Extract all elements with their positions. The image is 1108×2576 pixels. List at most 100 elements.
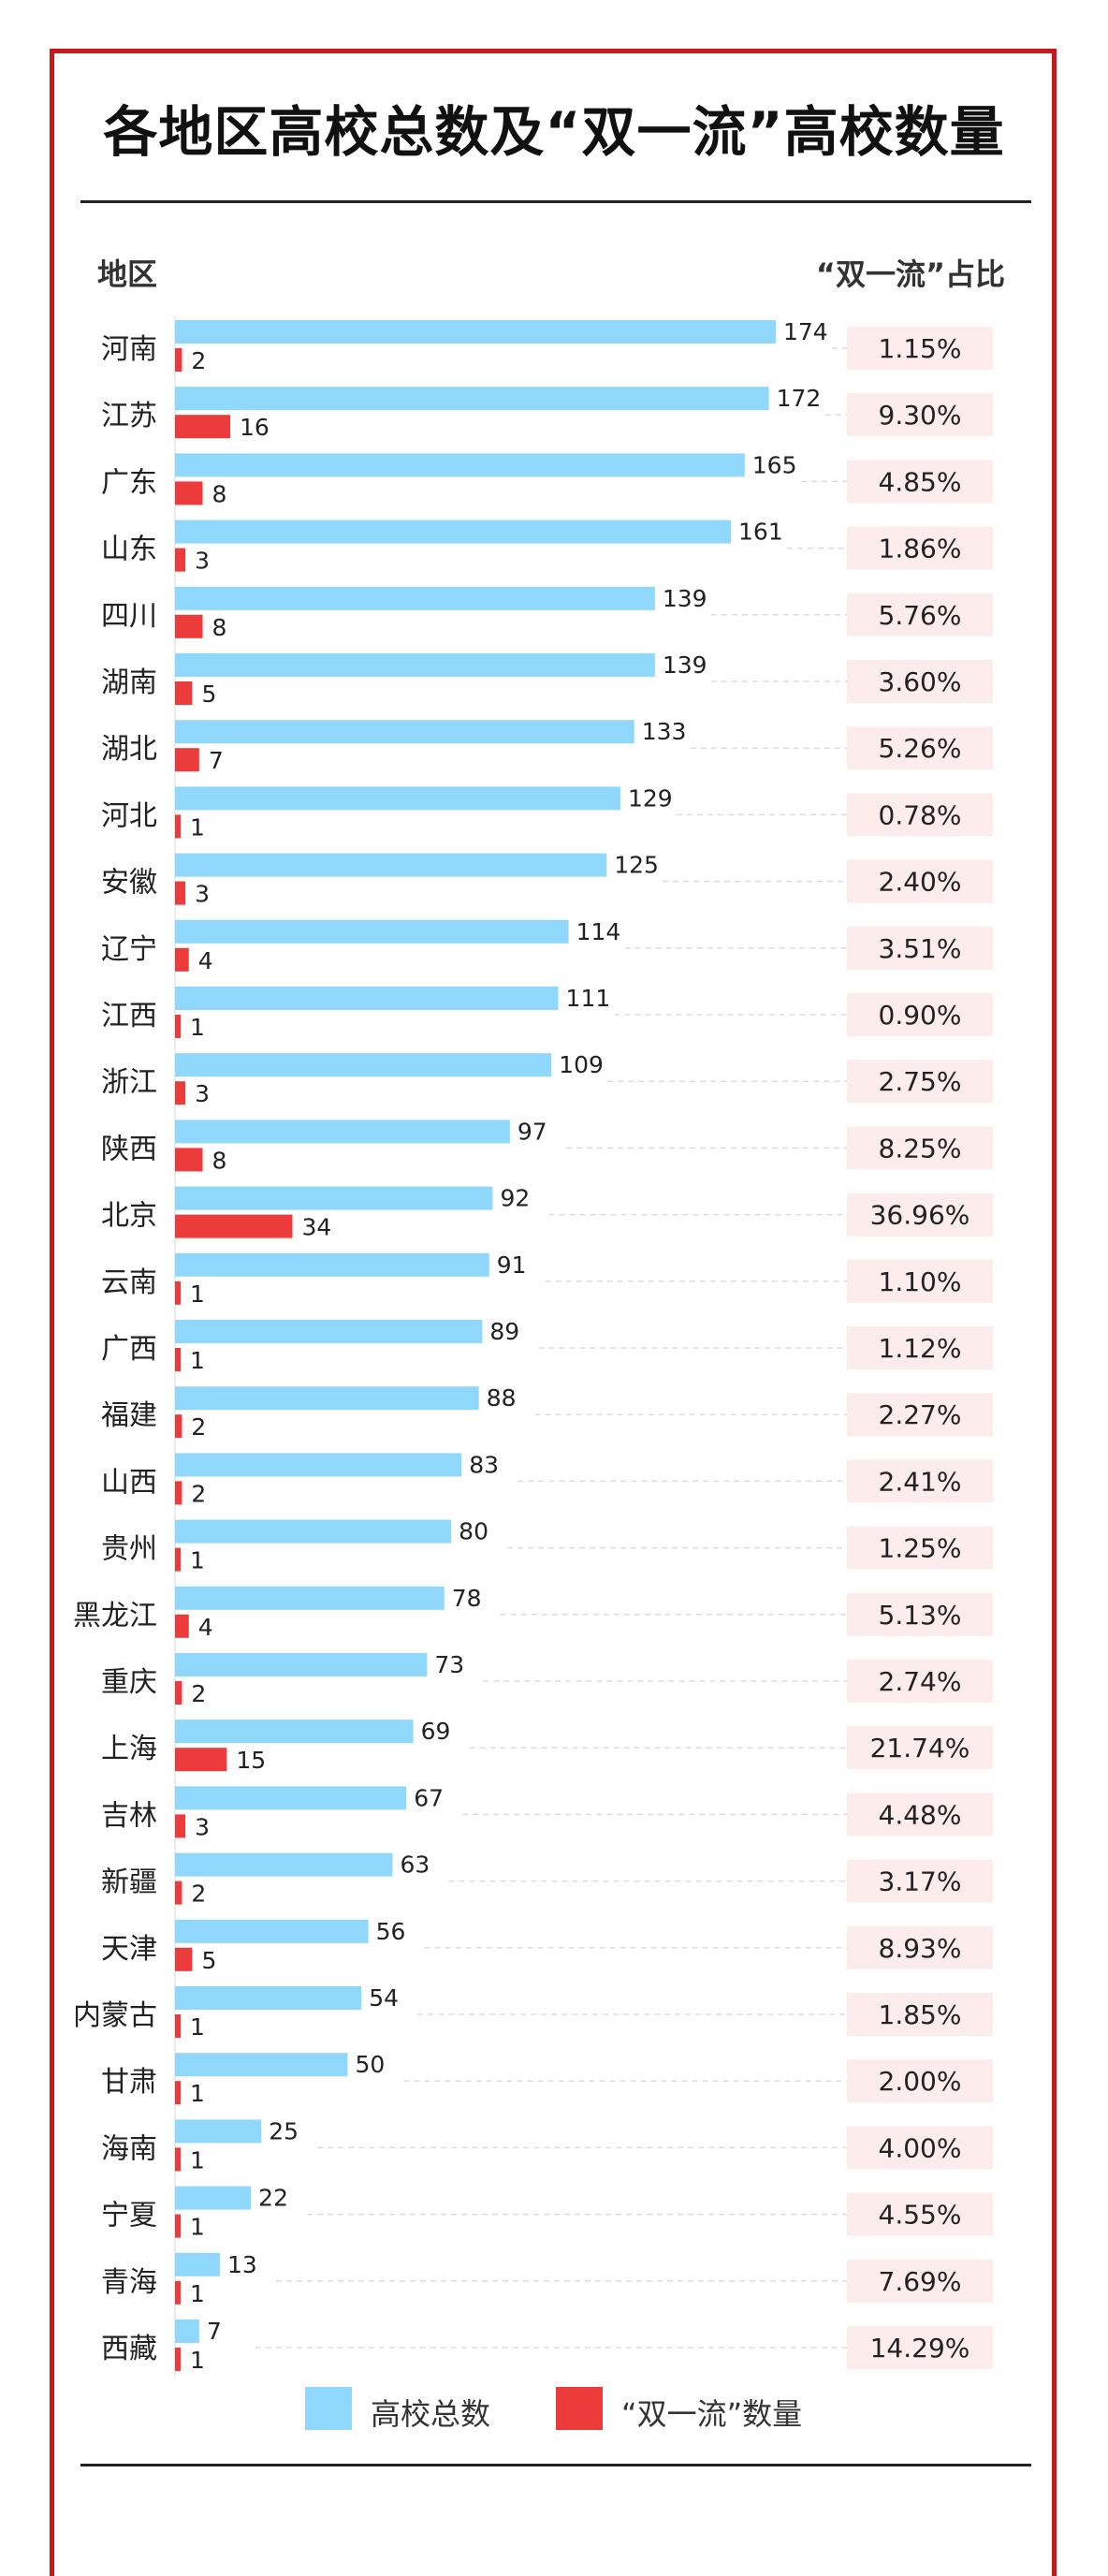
bar-total-value-label: 165 xyxy=(752,451,797,478)
share-value: 0.78% xyxy=(879,799,962,830)
title-divider xyxy=(80,200,1031,203)
bar-total-value-label: 111 xyxy=(566,985,611,1012)
bar-double-first-class-value-label: 2 xyxy=(191,1413,206,1441)
share-box xyxy=(847,2059,993,2103)
bar-double-first-class-value-label: 1 xyxy=(190,2146,205,2174)
share-value: 3.51% xyxy=(879,933,962,964)
bar-double-first-class-value-label: 4 xyxy=(198,1614,213,1641)
bar-total-value-label: 54 xyxy=(369,1984,399,2012)
bar-double-first-class-value-label: 8 xyxy=(212,614,227,641)
bar-total xyxy=(175,720,634,744)
bar-double-first-class xyxy=(175,681,193,705)
bar-total-value-label: 67 xyxy=(414,1784,444,1811)
bar-total xyxy=(175,2119,262,2144)
bar-total xyxy=(175,786,620,811)
category-label: 北京 xyxy=(101,1200,157,1233)
share-value: 4.48% xyxy=(879,1799,962,1830)
category-label: 宁夏 xyxy=(101,2200,157,2232)
legend-label-double-first-class: “双一流”数量 xyxy=(621,2396,803,2432)
bar-double-first-class-value-label: 1 xyxy=(190,2280,205,2307)
bar-total-value-label: 78 xyxy=(452,1585,482,1612)
bar-double-first-class-value-label: 2 xyxy=(191,1881,206,1908)
chart-title: 各地区高校总数及“双一流”高校数量 xyxy=(103,100,1005,164)
bar-total xyxy=(175,853,607,877)
bottom-divider xyxy=(80,2464,1031,2466)
category-label: 天津 xyxy=(101,1933,157,1966)
bar-total-value-label: 25 xyxy=(269,2117,299,2144)
chart-frame xyxy=(50,49,1057,2576)
bar-double-first-class xyxy=(175,1947,193,1971)
bar-total xyxy=(175,2053,348,2077)
bar-double-first-class-value-label: 4 xyxy=(198,947,213,974)
category-label: 广西 xyxy=(101,1333,157,1366)
bar-total-value-label: 114 xyxy=(576,918,621,945)
bar-total xyxy=(175,1053,552,1077)
bar-total xyxy=(175,1186,493,1210)
bar-double-first-class-value-label: 1 xyxy=(190,1347,205,1374)
category-label: 广东 xyxy=(101,466,157,499)
bar-total-value-label: 133 xyxy=(642,718,687,745)
category-label: 湖北 xyxy=(101,733,157,766)
bar-total-value-label: 91 xyxy=(497,1251,527,1279)
share-box xyxy=(847,1660,993,1703)
bar-double-first-class xyxy=(175,1081,186,1105)
bar-total xyxy=(175,453,745,477)
bar-double-first-class xyxy=(175,2214,181,2238)
legend-swatch-double-first-class xyxy=(556,2387,603,2430)
share-box xyxy=(847,1592,993,1636)
share-value: 9.30% xyxy=(879,400,962,431)
bar-double-first-class xyxy=(175,2348,181,2371)
bar-double-first-class xyxy=(175,748,199,772)
bar-double-first-class xyxy=(175,947,189,972)
share-box xyxy=(847,1526,993,1570)
category-label: 新疆 xyxy=(101,1866,157,1899)
category-label: 陕西 xyxy=(101,1133,157,1165)
bar-total-value-label: 109 xyxy=(559,1051,604,1078)
share-value: 3.17% xyxy=(879,1866,962,1897)
share-value: 2.40% xyxy=(879,867,962,898)
bar-total xyxy=(175,1320,483,1343)
category-label: 河北 xyxy=(101,799,157,832)
bar-double-first-class-value-label: 1 xyxy=(190,1281,205,1308)
bar-double-first-class-value-label: 5 xyxy=(201,1947,216,1974)
bar-double-first-class xyxy=(175,2147,181,2172)
bar-double-first-class-value-label: 34 xyxy=(301,1214,331,1241)
bar-total xyxy=(175,1653,428,1676)
bar-total xyxy=(175,1852,393,1877)
region-column-header: 地区 xyxy=(97,256,158,292)
share-box xyxy=(847,1925,993,1969)
category-label: 黑龙江 xyxy=(73,1600,157,1632)
bar-double-first-class xyxy=(175,2081,181,2105)
bar-total xyxy=(175,987,559,1010)
bar-double-first-class-value-label: 1 xyxy=(190,813,205,841)
share-box xyxy=(847,859,993,903)
bar-total-value-label: 83 xyxy=(469,1451,499,1478)
share-value: 1.10% xyxy=(879,1266,962,1297)
bar-total-value-label: 92 xyxy=(500,1185,530,1212)
bar-double-first-class-value-label: 1 xyxy=(190,2347,205,2374)
bar-double-first-class-value-label: 15 xyxy=(236,1747,266,1774)
share-box xyxy=(847,2192,993,2236)
bar-total-value-label: 161 xyxy=(738,519,783,546)
share-value: 5.26% xyxy=(879,733,962,764)
bar-double-first-class-value-label: 8 xyxy=(212,1147,227,1174)
share-value: 3.60% xyxy=(879,666,962,697)
share-box xyxy=(847,1326,993,1369)
share-value: 2.27% xyxy=(879,1399,962,1430)
category-label: 福建 xyxy=(101,1399,157,1432)
bar-total-value-label: 139 xyxy=(663,585,707,612)
bar-double-first-class-value-label: 1 xyxy=(190,2214,205,2241)
bar-double-first-class-value-label: 7 xyxy=(209,747,224,774)
bar-double-first-class xyxy=(175,1881,182,1905)
share-column-header: “双一流”占比 xyxy=(815,256,1005,292)
bar-double-first-class-value-label: 5 xyxy=(201,681,216,708)
bar-total xyxy=(175,1586,445,1610)
bar-total-value-label: 50 xyxy=(355,2051,385,2078)
share-box xyxy=(847,793,993,837)
bar-total-value-label: 56 xyxy=(376,1918,406,1945)
bar-total xyxy=(175,2320,199,2343)
share-value: 1.86% xyxy=(879,534,962,564)
share-value: 36.96% xyxy=(870,1200,970,1231)
bar-double-first-class-value-label: 1 xyxy=(190,2013,205,2041)
